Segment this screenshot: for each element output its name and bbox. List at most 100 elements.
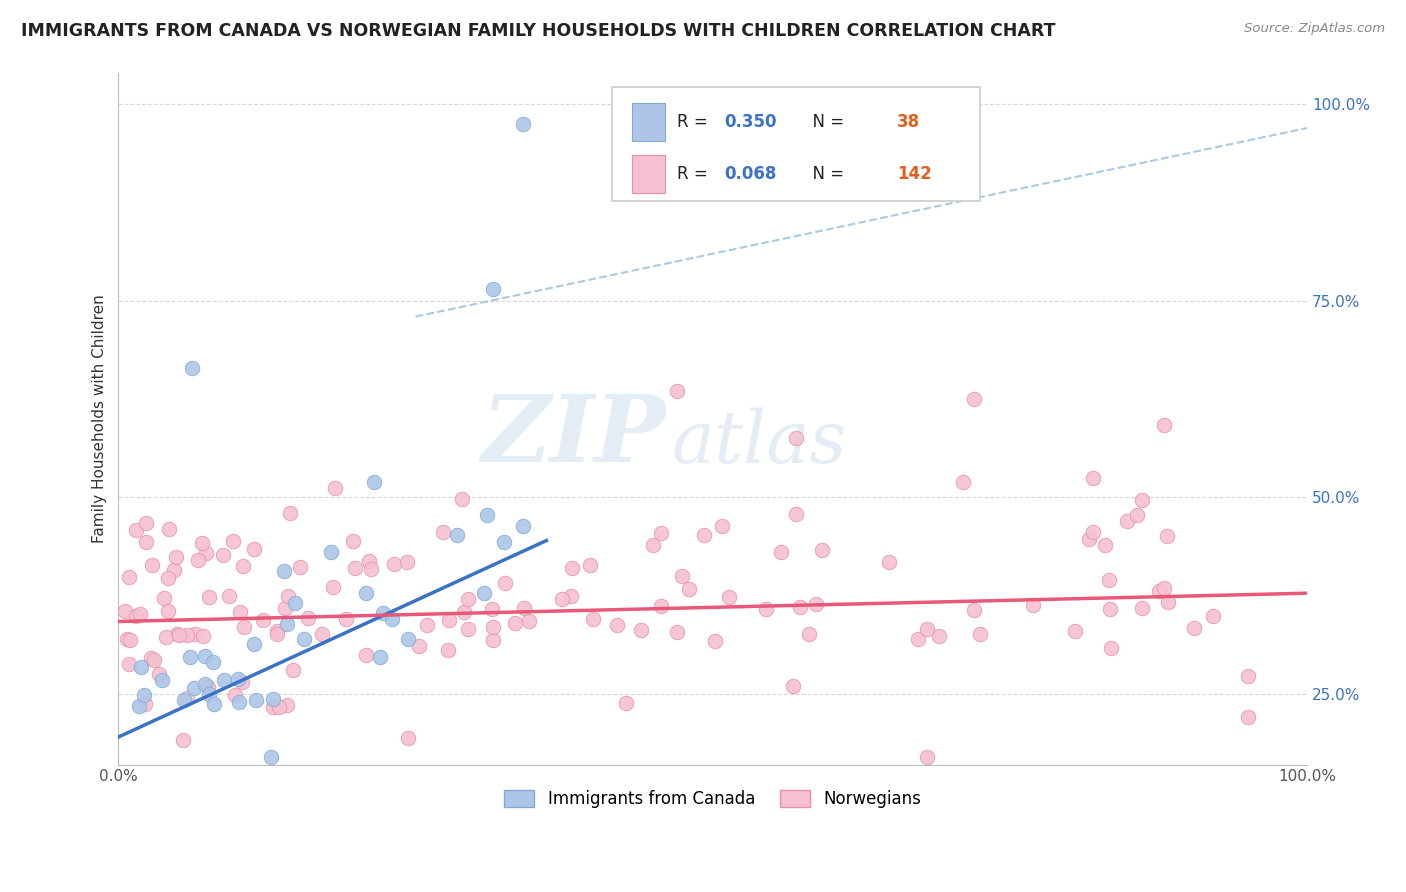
Point — [343, 561, 366, 575]
Point — [1022, 599, 1045, 613]
Point — [183, 681, 205, 696]
Text: 38: 38 — [897, 113, 920, 131]
Point — [273, 601, 295, 615]
Point — [963, 392, 986, 406]
Point — [139, 651, 162, 665]
Point — [276, 617, 298, 632]
Point — [129, 659, 152, 673]
Point — [245, 693, 267, 707]
Point — [187, 553, 209, 567]
Point — [513, 600, 536, 615]
Point — [907, 632, 929, 646]
Point — [157, 522, 180, 536]
Point — [512, 518, 534, 533]
Legend: Immigrants from Canada, Norwegians: Immigrants from Canada, Norwegians — [498, 783, 928, 815]
Point — [782, 679, 804, 693]
Point — [155, 630, 177, 644]
Point — [191, 629, 214, 643]
Point — [1157, 595, 1180, 609]
Point — [650, 525, 672, 540]
Point — [704, 634, 727, 648]
Point — [439, 613, 461, 627]
Point — [806, 597, 828, 611]
Point — [335, 612, 357, 626]
Point — [879, 555, 901, 569]
Point — [323, 481, 346, 495]
Point — [446, 528, 468, 542]
Point — [368, 649, 391, 664]
Point — [319, 545, 342, 559]
Point — [262, 691, 284, 706]
Point — [1077, 532, 1099, 546]
Point — [118, 570, 141, 584]
Point — [432, 524, 454, 539]
Point — [322, 580, 344, 594]
Point — [141, 558, 163, 573]
Point — [481, 602, 503, 616]
Point — [191, 535, 214, 549]
Point — [143, 652, 166, 666]
Text: N =: N = — [801, 165, 849, 183]
Point — [281, 664, 304, 678]
Point — [232, 558, 254, 573]
Point — [148, 667, 170, 681]
FancyBboxPatch shape — [631, 103, 665, 142]
Point — [928, 629, 950, 643]
Point — [457, 591, 479, 606]
Point — [118, 657, 141, 672]
Point — [1130, 600, 1153, 615]
Point — [785, 431, 807, 445]
FancyBboxPatch shape — [631, 155, 665, 193]
Point — [125, 523, 148, 537]
Point — [211, 548, 233, 562]
Point — [1099, 602, 1122, 616]
Point — [952, 475, 974, 490]
Point — [181, 360, 204, 375]
Point — [1147, 583, 1170, 598]
Point — [342, 534, 364, 549]
Point — [512, 117, 534, 131]
Point — [494, 576, 516, 591]
Y-axis label: Family Households with Children: Family Households with Children — [93, 294, 107, 543]
Point — [201, 655, 224, 669]
Text: atlas: atlas — [671, 408, 846, 478]
Point — [482, 620, 505, 634]
Point — [398, 731, 420, 745]
Point — [915, 749, 938, 764]
Point — [381, 612, 404, 626]
Point — [578, 558, 600, 573]
Point — [118, 633, 141, 648]
Point — [915, 622, 938, 636]
Point — [503, 615, 526, 630]
Point — [371, 607, 394, 621]
Point — [475, 508, 498, 523]
Point — [650, 599, 672, 614]
Point — [252, 613, 274, 627]
Point — [228, 695, 250, 709]
Point — [641, 539, 664, 553]
Point — [666, 624, 689, 639]
Point — [789, 599, 811, 614]
Point — [693, 528, 716, 542]
Point — [1182, 621, 1205, 635]
Point — [582, 612, 605, 626]
Point — [290, 560, 312, 574]
Point — [194, 648, 217, 663]
Point — [1236, 710, 1258, 724]
Text: N =: N = — [801, 113, 849, 131]
Point — [517, 614, 540, 628]
Point — [276, 698, 298, 712]
Point — [1115, 515, 1137, 529]
Point — [472, 586, 495, 600]
Point — [453, 605, 475, 619]
Point — [176, 691, 198, 706]
Text: 0.068: 0.068 — [724, 165, 778, 183]
Point — [630, 624, 652, 638]
Point — [194, 676, 217, 690]
Point — [166, 627, 188, 641]
Point — [135, 535, 157, 549]
Point — [1126, 508, 1149, 523]
Text: 142: 142 — [897, 165, 932, 183]
Point — [232, 619, 254, 633]
Point — [114, 604, 136, 618]
